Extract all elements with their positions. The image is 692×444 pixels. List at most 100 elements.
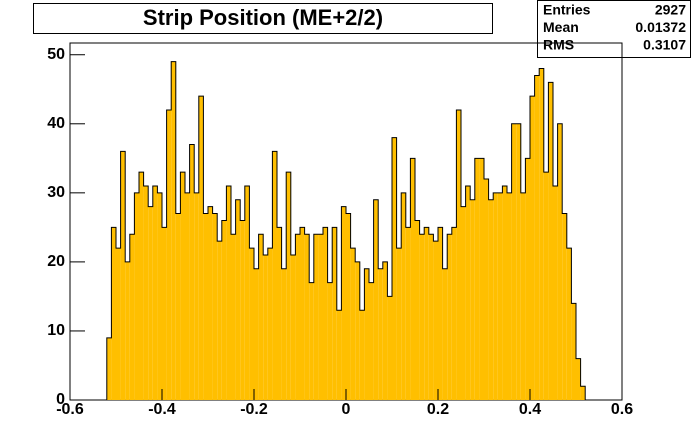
bar — [162, 227, 167, 400]
bar — [511, 123, 517, 400]
bar — [525, 158, 530, 400]
bar — [355, 261, 360, 400]
bar — [143, 185, 149, 400]
bar — [369, 282, 374, 400]
stats-box — [537, 0, 691, 58]
bar — [428, 234, 434, 400]
bar — [415, 220, 420, 400]
bar — [116, 248, 121, 400]
bar — [175, 213, 181, 400]
bar — [341, 206, 346, 400]
bar — [244, 185, 250, 400]
bar — [120, 151, 126, 400]
bar — [359, 310, 365, 400]
x-tick-label: -0.4 — [148, 401, 176, 418]
bar — [185, 192, 190, 400]
bar — [189, 144, 195, 400]
bar — [180, 172, 185, 400]
bar — [254, 268, 259, 400]
bar — [557, 123, 563, 400]
title-box — [33, 3, 493, 34]
bar — [484, 179, 489, 400]
bar — [300, 227, 305, 400]
bar — [281, 268, 287, 400]
bar — [419, 234, 425, 400]
bar — [424, 227, 429, 400]
chart-title: Strip Position (ME+2/2) — [143, 5, 383, 30]
bar — [148, 206, 153, 400]
bar — [263, 254, 268, 400]
bar — [318, 234, 323, 400]
bar — [548, 82, 553, 400]
bar — [387, 296, 392, 400]
y-tick-label: 50 — [47, 46, 65, 63]
bar — [111, 227, 116, 400]
bar — [208, 206, 213, 400]
bar — [171, 61, 176, 400]
bar — [295, 234, 300, 400]
y-tick-label: 40 — [47, 115, 65, 132]
bar — [553, 185, 558, 400]
bar — [309, 282, 314, 400]
bar — [461, 206, 466, 400]
bar — [212, 213, 218, 400]
bar — [392, 137, 397, 400]
histogram-outline — [106, 61, 586, 400]
bar — [166, 109, 172, 401]
bar — [267, 248, 273, 400]
bar — [493, 192, 498, 400]
stats-label: Mean — [543, 19, 579, 35]
bar — [465, 185, 471, 400]
bar — [198, 96, 204, 400]
bar — [290, 254, 296, 400]
bar — [346, 213, 351, 400]
bar — [313, 234, 319, 400]
bar — [571, 303, 576, 400]
x-tick-label: -0.6 — [56, 401, 84, 418]
y-tick-label: 30 — [47, 184, 65, 201]
bar — [396, 248, 402, 400]
bar — [488, 199, 494, 400]
bar — [323, 227, 328, 400]
bar — [410, 158, 415, 400]
bar — [350, 248, 356, 400]
bar — [139, 172, 144, 400]
bar — [456, 109, 461, 401]
x-tick-label: 0.2 — [427, 401, 449, 418]
bar — [373, 199, 379, 400]
bar — [566, 248, 572, 400]
bar — [520, 192, 526, 400]
stats-label: RMS — [543, 37, 574, 53]
bar — [539, 68, 544, 401]
bar — [516, 123, 521, 400]
bar — [249, 248, 254, 400]
bar — [240, 220, 245, 400]
bar — [451, 227, 457, 400]
bar — [217, 241, 222, 400]
y-tick-label: 10 — [47, 322, 65, 339]
bar — [479, 158, 484, 400]
y-tick-label: 0 — [56, 391, 65, 408]
bar — [433, 241, 438, 400]
bar — [543, 172, 549, 400]
bar — [134, 192, 139, 400]
bar — [226, 185, 231, 400]
bar — [438, 227, 443, 400]
x-tick-label: 0 — [342, 401, 351, 418]
bar — [152, 185, 158, 400]
bar — [129, 234, 135, 400]
bar — [401, 192, 406, 400]
bar — [530, 96, 535, 400]
bar — [562, 213, 567, 400]
bar — [203, 213, 208, 400]
bar — [221, 220, 227, 400]
bar — [507, 192, 512, 400]
bar — [157, 192, 162, 400]
x-tick-label: 0.6 — [611, 401, 633, 418]
bar — [194, 192, 199, 400]
bar — [474, 158, 480, 400]
bar — [502, 185, 507, 400]
bar — [125, 261, 130, 400]
bar — [405, 227, 411, 400]
